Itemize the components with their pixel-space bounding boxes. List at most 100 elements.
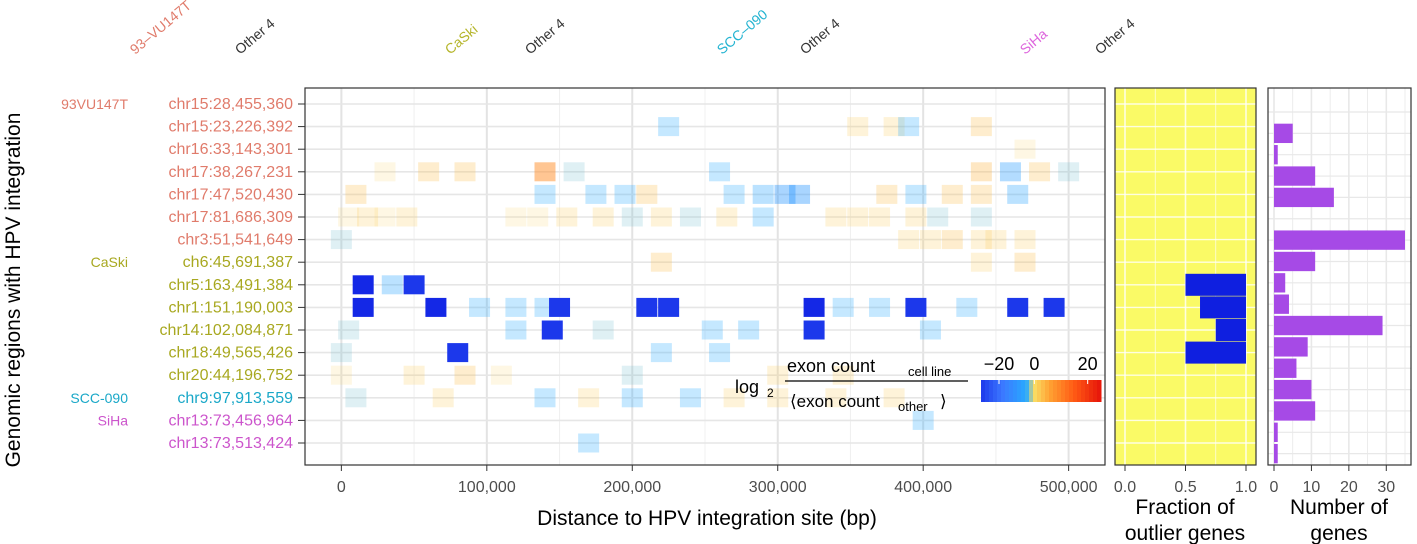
heatmap-cell	[425, 297, 447, 317]
heatmap-cell	[1007, 184, 1029, 204]
row-label: chr3:51,541,649	[177, 232, 293, 249]
legend-ramp-segment	[1041, 380, 1046, 402]
fraction-panel-ticks: 0.0 0.5 1.0	[1114, 465, 1257, 496]
heatmap-cell	[534, 388, 556, 408]
count-bar	[1274, 294, 1289, 314]
heatmap-cell	[803, 320, 825, 340]
count-bar	[1274, 145, 1278, 165]
heatmap-cell	[709, 162, 731, 182]
row-label: chr5:163,491,384	[168, 277, 293, 294]
heatmap-cell	[1007, 297, 1029, 317]
count-bar	[1274, 422, 1278, 442]
legend-denominator-close: ⟩	[940, 392, 947, 411]
row-label: chr15:23,226,392	[168, 119, 293, 136]
heatmap-cell	[534, 184, 556, 204]
legend-ramp-segment	[1021, 380, 1026, 402]
row-label: chr18:49,565,426	[168, 345, 293, 362]
heatmap-cell	[723, 184, 745, 204]
heatmap-cell	[403, 365, 425, 385]
row-label: chr1:151,190,003	[168, 299, 293, 316]
count-bar	[1274, 315, 1383, 336]
heatmap-cell	[869, 207, 891, 227]
group-label: SiHa	[98, 412, 129, 428]
legend-numerator-sub: cell line	[908, 364, 951, 379]
legend-tick-label: 20	[1078, 354, 1098, 374]
heatmap-cell	[454, 162, 476, 182]
top-label: Other 4	[232, 15, 278, 57]
heatmap-cell	[1043, 297, 1065, 317]
top-label: Other 4	[522, 15, 568, 57]
fraction-bar	[1185, 341, 1246, 364]
heatmap-cell	[941, 230, 963, 250]
legend-ramp-segment	[985, 380, 990, 402]
legend-ramp-segment	[1073, 380, 1078, 402]
count-tick-label: 20	[1340, 479, 1358, 496]
x-axis-ticks: 0 100,000 200,000 300,000 400,000 500,000	[337, 465, 1098, 496]
legend-ramp-segment	[1057, 380, 1062, 402]
heatmap-cell	[912, 410, 934, 430]
heatmap-cell	[650, 252, 672, 272]
x-tick-label: 100,000	[458, 479, 516, 496]
heatmap-cell	[505, 320, 527, 340]
x-tick-label: 400,000	[894, 479, 952, 496]
heatmap-cell	[825, 207, 847, 227]
heatmap-cell	[541, 320, 563, 340]
fraction-tick-label: 1.0	[1235, 479, 1257, 496]
heatmap-cell	[534, 162, 556, 182]
legend-ramp-segment	[1065, 380, 1070, 402]
heatmap-cell	[970, 117, 992, 137]
legend-ramp-segment	[997, 380, 1002, 402]
fraction-panel-title-2: outlier genes	[1125, 522, 1245, 544]
fraction-tick-label: 0.0	[1114, 479, 1136, 496]
group-label: SCC-090	[70, 390, 128, 406]
heatmap-cell	[345, 388, 367, 408]
heatmap-cell	[454, 365, 476, 385]
heatmap-cell	[338, 320, 360, 340]
top-label: Other 4	[1092, 15, 1138, 57]
heatmap-cell	[847, 117, 869, 137]
heatmap-cell	[883, 117, 905, 137]
row-label: chr9:97,913,559	[177, 390, 293, 407]
fraction-bar	[1200, 296, 1246, 319]
heatmap-grid	[305, 88, 1105, 465]
heatmap-cell	[956, 297, 978, 317]
fraction-bar	[1185, 273, 1246, 296]
legend-tick-label: 0	[1029, 354, 1039, 374]
heatmap-cell	[919, 230, 941, 250]
count-bar	[1274, 123, 1293, 144]
count-bars	[1274, 123, 1405, 464]
row-label: chr17:81,686,309	[168, 209, 293, 226]
heatmap-cell	[898, 117, 920, 137]
heatmap-cell	[505, 207, 527, 227]
heatmap-cell	[490, 365, 512, 385]
heatmap-cell	[505, 297, 527, 317]
count-bar	[1274, 358, 1297, 378]
heatmap-cell	[338, 207, 360, 227]
fraction-bars	[1185, 273, 1246, 364]
heatmap-cell	[898, 230, 920, 250]
heatmap-cell	[352, 275, 374, 295]
heatmap-cell	[650, 207, 672, 227]
heatmap-cell	[330, 343, 352, 363]
heatmap-cell	[636, 184, 658, 204]
legend-ramp-segment	[1089, 380, 1094, 402]
top-label: SiHa	[1017, 25, 1051, 57]
legend-ramp-segment	[1013, 380, 1018, 402]
heatmap-cell	[1058, 162, 1080, 182]
count-bar	[1274, 273, 1286, 293]
heatmap-cell	[563, 162, 585, 182]
heatmap-cell	[752, 207, 774, 227]
heatmap-cell	[679, 207, 701, 227]
legend-ramp-segment	[1081, 380, 1086, 402]
heatmap-cell	[381, 275, 403, 295]
heatmap-cell	[1014, 252, 1036, 272]
heatmap-cell	[578, 388, 600, 408]
legend-ramp-segment	[1049, 380, 1054, 402]
top-labels: 93–VU147T Other 4 CaSki Other 4 SCC–090 Other…	[127, 0, 1138, 57]
legend-denominator-sub: other	[898, 399, 928, 414]
group-label: 93VU147T	[61, 96, 128, 112]
heatmap-cell	[847, 207, 869, 227]
legend-ramp-segment	[1033, 380, 1038, 402]
heatmap-cell	[752, 184, 774, 204]
row-label: chr14:102,084,871	[160, 322, 294, 339]
